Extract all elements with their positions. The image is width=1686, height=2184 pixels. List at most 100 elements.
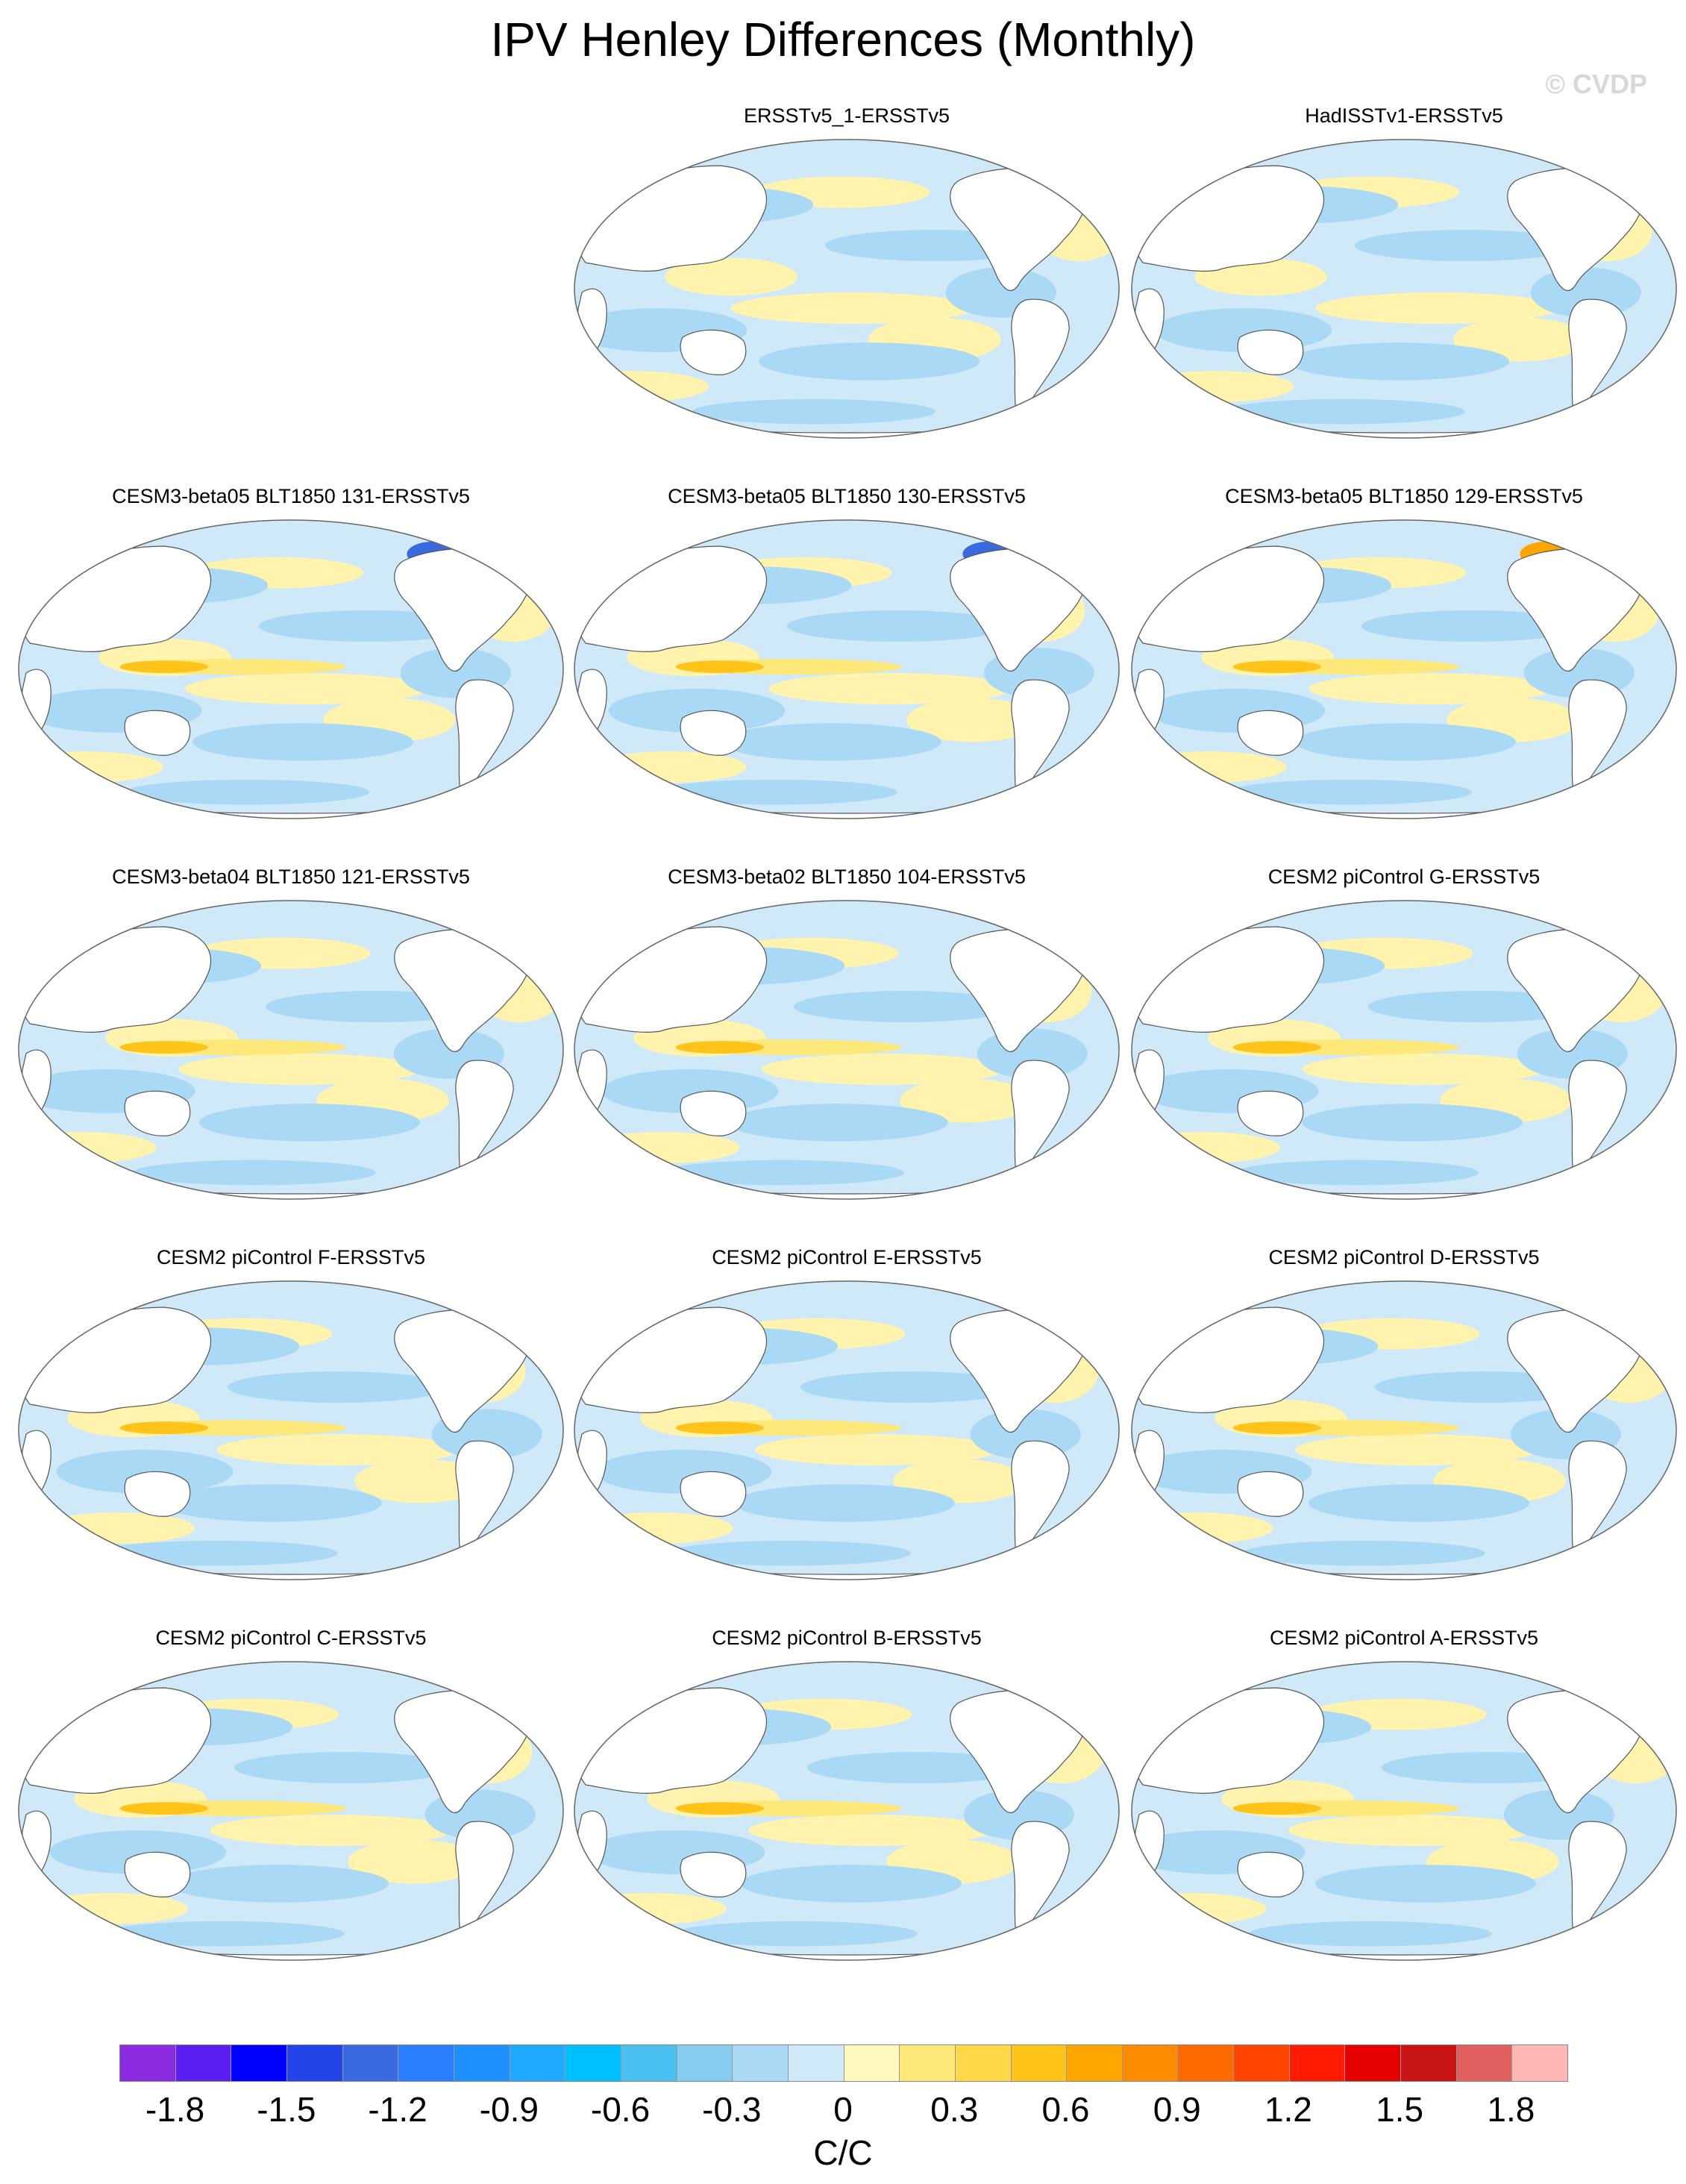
colorbar-swatch [1345, 2045, 1402, 2081]
panel-title: CESM2 piControl A-ERSSTv5 [1269, 1627, 1539, 1649]
panel-title: HadISSTv1-ERSSTv5 [1305, 104, 1503, 127]
positive-anomaly [1288, 1815, 1532, 1846]
map-panel: CESM2 piControl C-ERSSTv5 [15, 1627, 567, 1992]
map-panel: CESM2 piControl G-ERSSTv5 [1128, 866, 1680, 1231]
land-greenland [502, 909, 543, 939]
tropical-warm-core [1232, 1802, 1321, 1815]
world-map [18, 1661, 564, 1961]
land-australia [1237, 710, 1304, 756]
negative-anomaly [692, 398, 936, 425]
negative-anomaly [234, 1752, 455, 1783]
map-outline [574, 1280, 1120, 1580]
negative-anomaly [126, 779, 369, 805]
land-greenland [502, 1289, 543, 1320]
land-south-america [1568, 1440, 1627, 1555]
world-map [1131, 900, 1677, 1200]
negative-anomaly [1229, 779, 1472, 805]
negative-anomaly [95, 1540, 338, 1566]
land-australia [680, 1471, 747, 1517]
land-south-america [1011, 298, 1070, 413]
negative-anomaly [1242, 1540, 1485, 1566]
ocean-field [574, 520, 1119, 819]
land-greenland [1058, 148, 1099, 178]
map-outline [18, 519, 564, 819]
land-australia [124, 1851, 191, 1897]
colorbar-tick-label: -1.2 [368, 2090, 427, 2129]
land-australia [680, 1851, 747, 1897]
panel-title: CESM3-beta05 BLT1850 129-ERSSTv5 [1225, 485, 1583, 507]
colorbar-units: C/C [813, 2133, 873, 2172]
positive-anomaly [730, 292, 974, 324]
positive-anomaly [1309, 673, 1552, 704]
land-greenland [1058, 1670, 1099, 1700]
negative-anomaly [741, 1865, 962, 1903]
ocean-field [574, 140, 1119, 438]
map-panel: CESM2 piControl A-ERSSTv5 [1128, 1627, 1680, 1992]
colorbar-swatch [1011, 2045, 1068, 2081]
positive-anomaly [592, 751, 747, 783]
colorbar-swatch [1456, 2045, 1513, 2081]
positive-anomaly [33, 1893, 188, 1924]
world-map [574, 1661, 1120, 1961]
negative-anomaly [1295, 723, 1516, 761]
negative-anomaly [161, 1484, 382, 1522]
negative-anomaly [101, 1921, 345, 1947]
land-greenland [1615, 1289, 1656, 1320]
negative-anomaly [1249, 1921, 1492, 1947]
land-australia [680, 1090, 747, 1136]
colorbar-swatch [510, 2045, 566, 2081]
land-australia [1237, 1471, 1304, 1517]
map-outline [1131, 1661, 1677, 1961]
negative-anomaly [227, 1371, 448, 1403]
tropical-warm-core [675, 1421, 764, 1434]
positive-anomaly [210, 1815, 453, 1846]
land-australia [1237, 1090, 1304, 1136]
map-panel: CESM2 piControl D-ERSSTv5 [1128, 1246, 1680, 1612]
negative-anomaly [199, 1104, 420, 1142]
colorbar-swatch [120, 2045, 176, 2081]
colorbar-swatch [454, 2045, 510, 2081]
negative-anomaly [1302, 1104, 1523, 1142]
colorbar-tick-label: 0.3 [930, 2090, 979, 2129]
tropical-warm-core [119, 1421, 208, 1434]
colorbar-swatch [1512, 2045, 1568, 2081]
map-outline [1131, 1280, 1677, 1580]
colorbar-swatch [1289, 2045, 1346, 2081]
colorbar-tick-labels: -1.8 -1.5 -1.2 -0.9 -0.6 -0.3 0 0.3 0.6 0.9 1.2 1.5… [0, 2089, 1686, 2134]
negative-anomaly [168, 1865, 389, 1903]
map-panel: CESM3-beta05 BLT1850 131-ERSSTv5 [15, 485, 567, 851]
colorbar-swatch [231, 2045, 287, 2081]
tropical-warm-core [119, 1041, 208, 1054]
panel-title: ERSSTv5_1-ERSSTv5 [743, 104, 950, 127]
negative-anomaly [56, 1450, 234, 1494]
panel-title: CESM2 piControl B-ERSSTv5 [712, 1627, 982, 1649]
positive-anomaly [578, 1512, 733, 1544]
ocean-field [19, 1281, 563, 1580]
negative-anomaly [654, 779, 897, 805]
colorbar [119, 2044, 1568, 2082]
tropical-warm-core [1232, 1041, 1321, 1054]
negative-anomaly [800, 1371, 1021, 1403]
panel-title: CESM3-beta05 BLT1850 131-ERSSTv5 [112, 485, 470, 507]
negative-anomaly [721, 723, 941, 761]
land-south-america [1568, 298, 1627, 413]
map-outline [18, 1280, 564, 1580]
map-panel: ERSSTv5_1-ERSSTv5 [571, 104, 1123, 470]
map-panel: CESM2 piControl E-ERSSTv5 [571, 1246, 1123, 1612]
negative-anomaly [793, 991, 1015, 1022]
land-greenland [1615, 528, 1656, 559]
positive-anomaly [40, 1512, 195, 1544]
ocean-field [1132, 520, 1676, 819]
colorbar-swatch [1178, 2045, 1235, 2081]
world-map [1131, 1661, 1677, 1961]
panel-title: CESM3-beta02 BLT1850 104-ERSSTv5 [668, 866, 1026, 888]
land-greenland [1058, 909, 1099, 939]
map-outline [18, 1661, 564, 1961]
negative-anomaly [734, 1484, 955, 1522]
land-greenland [1615, 1670, 1656, 1700]
world-map [18, 519, 564, 819]
map-outline [574, 519, 1120, 819]
positive-anomaly [1138, 371, 1294, 402]
negative-anomaly [133, 1160, 376, 1186]
ocean-field [574, 901, 1119, 1199]
